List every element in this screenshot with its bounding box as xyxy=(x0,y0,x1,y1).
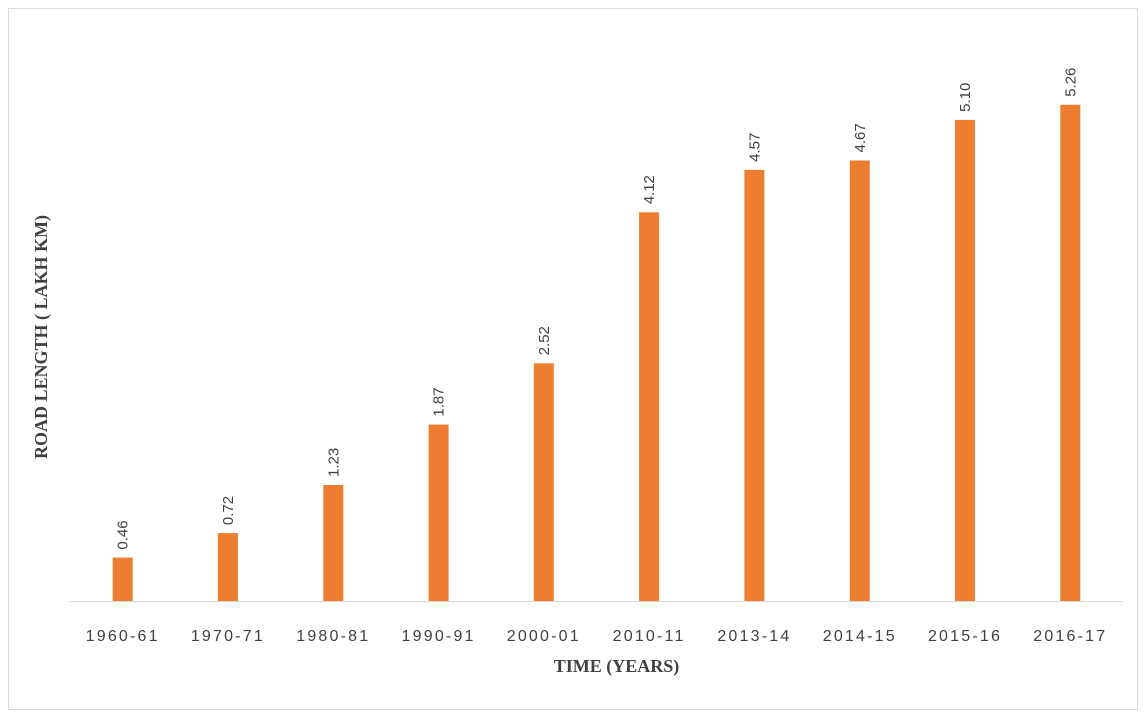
x-tick-label-1990-91: 1990-91 xyxy=(402,628,476,645)
x-tick-labels: 1960-61 1970-71 1980-81 1990-91 2000-01 2010-… xyxy=(86,628,1107,645)
data-label-2015-16: 5.10 xyxy=(957,83,974,112)
data-label-2013-14: 4.57 xyxy=(746,133,763,162)
bar-2010-11 xyxy=(639,212,660,602)
bar-2015-16 xyxy=(955,119,975,602)
data-label-2014-15: 4.67 xyxy=(852,123,869,152)
data-label-1990-91: 1.87 xyxy=(431,387,448,416)
bar-1990-91 xyxy=(428,424,449,601)
y-axis-title: ROAD LENGTH ( LAKH KM) xyxy=(31,215,52,459)
data-label-2000-01: 2.52 xyxy=(536,326,553,355)
x-tick-label-1960-61: 1960-61 xyxy=(86,628,160,645)
data-label-2016-17: 5.26 xyxy=(1062,68,1079,97)
bar-1970-71 xyxy=(217,533,238,601)
x-axis-title: TIME (YEARS) xyxy=(554,656,680,677)
x-tick-label-2010-11: 2010-11 xyxy=(613,628,686,645)
x-tick-label-1970-71: 1970-71 xyxy=(191,628,265,645)
x-tick-label-2016-17: 2016-17 xyxy=(1033,628,1107,645)
chart-frame xyxy=(8,8,1138,710)
x-tick-label-1980-81: 1980-81 xyxy=(296,628,370,645)
bar-1980-81 xyxy=(323,485,344,601)
data-label-1980-81: 1.23 xyxy=(325,448,342,477)
bar-2016-17 xyxy=(1060,104,1081,602)
x-tick-label-2014-15: 2014-15 xyxy=(823,628,897,645)
bars-group xyxy=(112,104,1081,602)
x-tick-label-2013-14: 2013-14 xyxy=(717,628,791,645)
data-label-1970-71: 0.72 xyxy=(220,496,237,525)
bar-1960-61 xyxy=(112,557,133,601)
bar-2000-01 xyxy=(533,363,554,601)
x-tick-label-2000-01: 2000-01 xyxy=(507,628,581,645)
bar-2013-14 xyxy=(744,169,765,601)
x-tick-label-2015-16: 2015-16 xyxy=(928,628,1002,645)
data-labels-group: 0.46 0.72 1.23 1.87 2.52 4.12 4.57 4.67 5.10 5.26 xyxy=(115,68,1080,550)
data-label-1960-61: 0.46 xyxy=(115,520,132,549)
data-label-2010-11: 4.12 xyxy=(641,175,658,204)
bar-2014-15 xyxy=(849,160,870,601)
